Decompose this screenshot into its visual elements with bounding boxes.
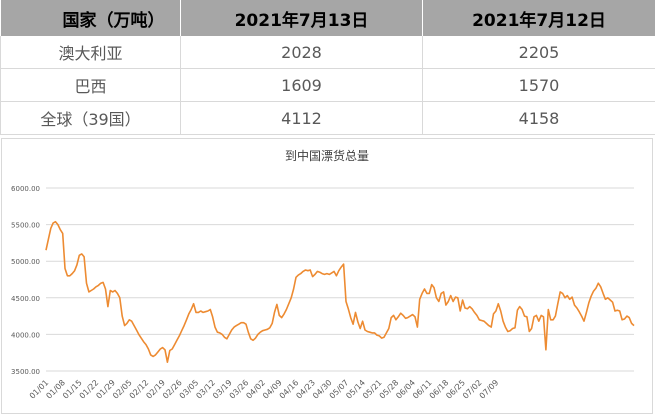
y-tick-label: 4000.00 [11,331,40,339]
series-line [45,220,635,363]
table-row: 澳大利亚 2028 2205 [0,36,655,69]
row-value-2: 2205 [422,36,655,69]
series-group [45,220,635,363]
row-value-1: 4112 [180,101,423,135]
row-value-1: 2028 [180,36,423,69]
gridlines [46,187,634,372]
row-name: 巴西 [0,68,181,102]
y-tick-label: 4500.00 [11,295,40,303]
y-axis: 6000.00 5500.00 5000.00 4500.00 4000.00 3500.… [11,185,40,376]
header-date-1: 2021年7月13日 [180,0,423,36]
row-value-2: 1570 [422,68,655,102]
x-axis: 01/0101/0801/1501/2201/2902/0502/1202/19… [28,378,501,401]
y-tick-label: 3500.00 [11,368,40,376]
table-header-row: 国家（万吨） 2021年7月13日 2021年7月12日 [0,0,655,36]
y-tick-label: 5000.00 [11,258,40,266]
header-country: 国家（万吨） [0,0,181,36]
row-name: 全球（39国） [0,101,181,135]
y-tick-label: 5500.00 [11,222,40,230]
header-date-2: 2021年7月12日 [422,0,655,36]
table-row: 巴西 1609 1570 [0,68,655,102]
row-name: 澳大利亚 [0,36,181,69]
row-value-1: 1609 [180,68,423,102]
table-row: 全球（39国） 4112 4158 [0,101,655,135]
chart-title: 到中国漂货总量 [285,148,369,163]
y-tick-label: 6000.00 [11,185,40,193]
x-tick-label: 07/09 [478,378,501,401]
chart-panel: 到中国漂货总量 6000.00 5500.00 5000.00 4500.00 4000… [1,138,653,414]
row-value-2: 4158 [422,101,655,135]
line-chart: 到中国漂货总量 6000.00 5500.00 5000.00 4500.00 4000… [11,148,635,401]
summary-table: 国家（万吨） 2021年7月13日 2021年7月12日 澳大利亚 2028 2… [0,0,655,135]
